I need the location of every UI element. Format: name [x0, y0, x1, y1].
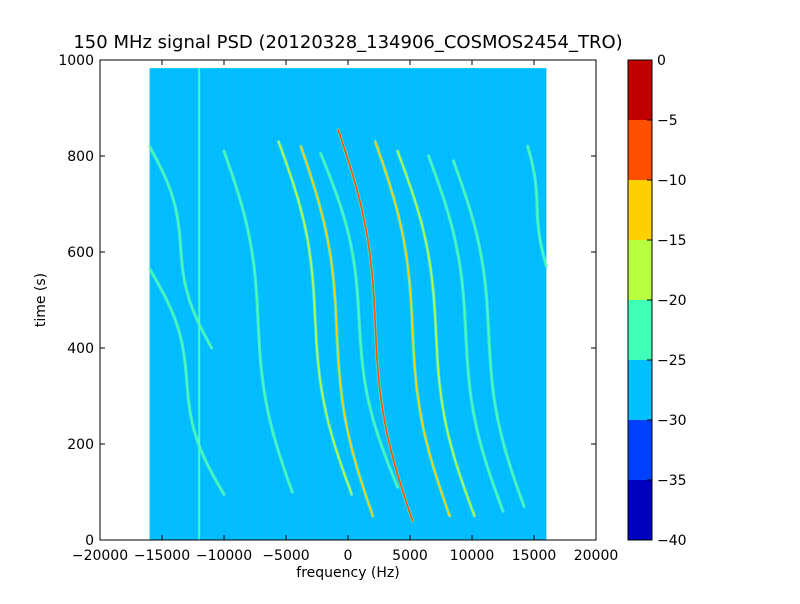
- signal-trace: [223, 150, 294, 493]
- signal-trace: [277, 140, 353, 496]
- signal-trace: [526, 145, 548, 268]
- y-axis-label: time (s): [33, 273, 49, 327]
- y-axis: 0 200 400 600 800 1000: [58, 53, 596, 549]
- colorbar-tick-label: −10: [657, 173, 687, 189]
- signal-trace: [427, 155, 504, 513]
- x-axis-label: frequency (Hz): [296, 565, 399, 581]
- heatmap-layer: [148, 68, 549, 540]
- colorbar-tick-label: −20: [657, 293, 687, 309]
- colorbar-bin: [628, 420, 652, 480]
- x-tick-label: 10000: [450, 548, 495, 564]
- colorbar-bin: [628, 60, 652, 120]
- colorbar-bin: [628, 480, 652, 540]
- y-tick-label: 0: [85, 533, 94, 549]
- signal-trace: [396, 150, 476, 517]
- signal-trace: [374, 140, 451, 517]
- colorbar-tick-label: −40: [657, 533, 687, 549]
- y-tick-label: 800: [67, 149, 94, 165]
- signal-trace: [452, 160, 525, 508]
- colorbar-bin: [628, 240, 652, 300]
- x-tick-label: −10000: [196, 548, 252, 564]
- x-tick-label: −15000: [134, 548, 190, 564]
- x-tick-label: −5000: [262, 548, 309, 564]
- colorbar-tick-label: 0: [657, 53, 666, 69]
- colorbar-tick-label: −30: [657, 413, 687, 429]
- x-tick-label: 15000: [512, 548, 557, 564]
- colorbar-bin: [628, 300, 652, 360]
- y-tick-label: 400: [67, 341, 94, 357]
- signal-trace: [300, 145, 374, 517]
- y-tick-label: 600: [67, 245, 94, 261]
- colorbar-tick-label: −5: [657, 113, 678, 129]
- x-tick-label: 0: [344, 548, 353, 564]
- colorbar-tick-label: −25: [657, 353, 687, 369]
- colorbar-bin: [628, 360, 652, 420]
- y-tick-label: 1000: [58, 53, 94, 69]
- colorbar-tick-label: −15: [657, 233, 687, 249]
- x-tick-label: −20000: [72, 548, 128, 564]
- signal-trace: [319, 152, 399, 489]
- chart-title: 150 MHz signal PSD (20120328_134906_COSM…: [73, 32, 622, 53]
- x-tick-label: 20000: [574, 548, 619, 564]
- heatmap-noise: [149, 68, 547, 540]
- colorbar-bin: [628, 180, 652, 240]
- colorbar-tick-label: −35: [657, 473, 687, 489]
- y-tick-label: 200: [67, 437, 94, 453]
- signal-trace: [148, 267, 225, 496]
- colorbar: 0 −5 −10 −15 −20 −25 −30 −35 −40: [627, 53, 687, 549]
- signal-trace: [337, 128, 414, 522]
- x-tick-label: 5000: [392, 548, 428, 564]
- signal-trace: [148, 145, 213, 349]
- x-axis: −20000 −15000 −10000 −5000 0 5000 10000 15000 20…: [72, 60, 618, 564]
- colorbar-bin: [628, 120, 652, 180]
